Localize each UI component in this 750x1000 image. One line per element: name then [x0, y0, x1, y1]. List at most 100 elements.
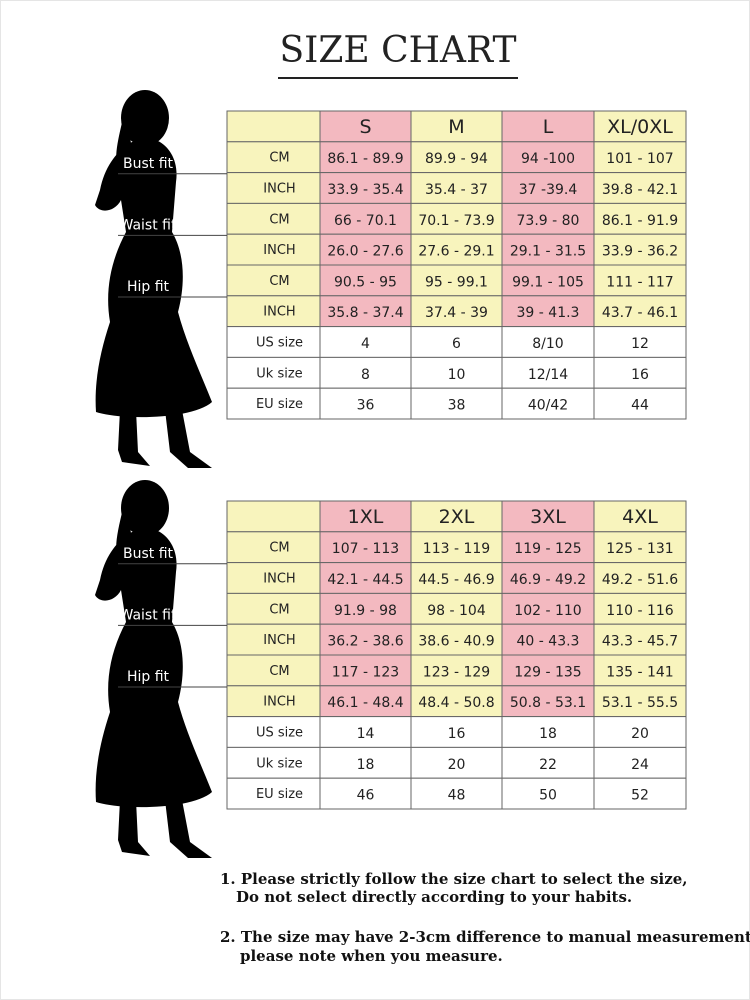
- cell-value: 119 - 125: [514, 541, 581, 557]
- cell-value: 70.1 - 73.9: [418, 213, 494, 229]
- row-label-cell: [226, 531, 321, 564]
- table-cell: [593, 356, 687, 389]
- cell-value: 49.2 - 51.6: [602, 572, 678, 588]
- row-label: Uk size: [256, 366, 302, 381]
- note-line: please note when you measure.: [240, 947, 503, 965]
- table-cell: [501, 685, 595, 718]
- table-cell: [593, 387, 687, 420]
- cell-value: 86.1 - 89.9: [327, 151, 403, 167]
- cell-value: 12/14: [528, 367, 568, 383]
- table-cell: [319, 777, 412, 810]
- cell-value: 44: [631, 398, 649, 414]
- table-cell: [593, 202, 687, 235]
- cell-value: 36: [357, 398, 375, 414]
- row-label: CM: [269, 212, 289, 227]
- header-cell: [593, 500, 687, 533]
- table-cell: [319, 592, 412, 625]
- cell-value: 4: [361, 336, 370, 352]
- cell-value: 16: [631, 367, 649, 383]
- header-cell: [501, 500, 595, 533]
- row-label: CM: [269, 541, 289, 556]
- header-cell: [410, 500, 503, 533]
- cell-value: 24: [631, 757, 649, 773]
- table-cell: [319, 202, 412, 235]
- table-cell: [501, 202, 595, 235]
- cell-value: 38: [448, 398, 466, 414]
- row-label-cell: [226, 592, 321, 625]
- cell-value: 20: [448, 757, 466, 773]
- row-label: US size: [256, 726, 303, 741]
- table-cell: [319, 172, 412, 204]
- header-cell: [226, 500, 321, 533]
- cell-value: 6: [452, 336, 461, 352]
- table-cell: [593, 233, 687, 266]
- table-cell: [319, 141, 412, 174]
- table-cell: [593, 716, 687, 748]
- cell-value: 129 - 135: [514, 664, 581, 680]
- cell-value: 14: [357, 726, 375, 742]
- figure-label: Hip fit: [127, 279, 170, 295]
- table-cell: [501, 387, 595, 420]
- table-cell: [319, 531, 412, 564]
- cell-value: 125 - 131: [606, 541, 673, 557]
- cell-value: 10: [448, 367, 466, 383]
- table-cell: [593, 592, 687, 625]
- cell-value: 29.1 - 31.5: [510, 244, 586, 260]
- cell-value: 53.1 - 55.5: [602, 695, 678, 711]
- table-cell: [410, 172, 503, 204]
- table-cell: [593, 685, 687, 718]
- table-cell: [501, 562, 595, 594]
- row-label: CM: [269, 602, 289, 617]
- cell-value: 43.7 - 46.1: [602, 305, 678, 321]
- cell-value: 52: [631, 788, 649, 804]
- table-cell: [410, 326, 503, 358]
- header-cell: [593, 110, 687, 143]
- cell-value: 111 - 117: [606, 274, 673, 290]
- cell-value: 20: [631, 726, 649, 742]
- size-header: L: [543, 116, 554, 138]
- title: SIZE CHART: [279, 30, 516, 71]
- table-cell: [501, 356, 595, 389]
- cell-value: 27.6 - 29.1: [418, 244, 494, 260]
- table-cell: [319, 387, 412, 420]
- cell-value: 37.4 - 39: [425, 305, 488, 321]
- cell-value: 46: [357, 788, 375, 804]
- row-label-cell: [226, 777, 321, 810]
- header-cell: [501, 110, 595, 143]
- cell-value: 40 - 43.3: [517, 634, 580, 650]
- cell-value: 39 - 41.3: [517, 305, 580, 321]
- cell-value: 66 - 70.1: [334, 213, 397, 229]
- cell-value: 48.4 - 50.8: [418, 695, 494, 711]
- row-label-cell: [226, 326, 321, 358]
- note-line: Do not select directly according to your…: [236, 888, 632, 906]
- cell-value: 37 -39.4: [519, 182, 578, 198]
- cell-value: 94 -100: [521, 151, 575, 167]
- row-label-cell: [226, 387, 321, 420]
- cell-value: 8/10: [532, 336, 563, 352]
- row-label: EU size: [256, 787, 303, 802]
- cell-value: 33.9 - 35.4: [327, 182, 403, 198]
- table-cell: [501, 233, 595, 266]
- row-label-cell: [226, 716, 321, 748]
- row-label: CM: [269, 664, 289, 679]
- table-cell: [319, 264, 412, 297]
- cell-value: 135 - 141: [606, 664, 673, 680]
- table-cell: [501, 141, 595, 174]
- cell-value: 26.0 - 27.6: [327, 244, 403, 260]
- cell-value: 102 - 110: [514, 603, 581, 619]
- row-label: INCH: [263, 572, 295, 587]
- cell-value: 46.9 - 49.2: [510, 572, 586, 588]
- row-label-cell: [226, 654, 321, 687]
- cell-value: 8: [361, 367, 370, 383]
- cell-value: 113 - 119: [423, 541, 490, 557]
- row-label: CM: [269, 151, 289, 166]
- header-cell: [226, 110, 321, 143]
- cell-value: 107 - 113: [332, 541, 399, 557]
- cell-value: 101 - 107: [606, 151, 673, 167]
- cell-value: 99.1 - 105: [512, 274, 584, 290]
- size-header: 2XL: [439, 506, 475, 528]
- cell-value: 90.5 - 95: [334, 274, 397, 290]
- table-cell: [319, 233, 412, 266]
- cell-value: 91.9 - 98: [334, 603, 397, 619]
